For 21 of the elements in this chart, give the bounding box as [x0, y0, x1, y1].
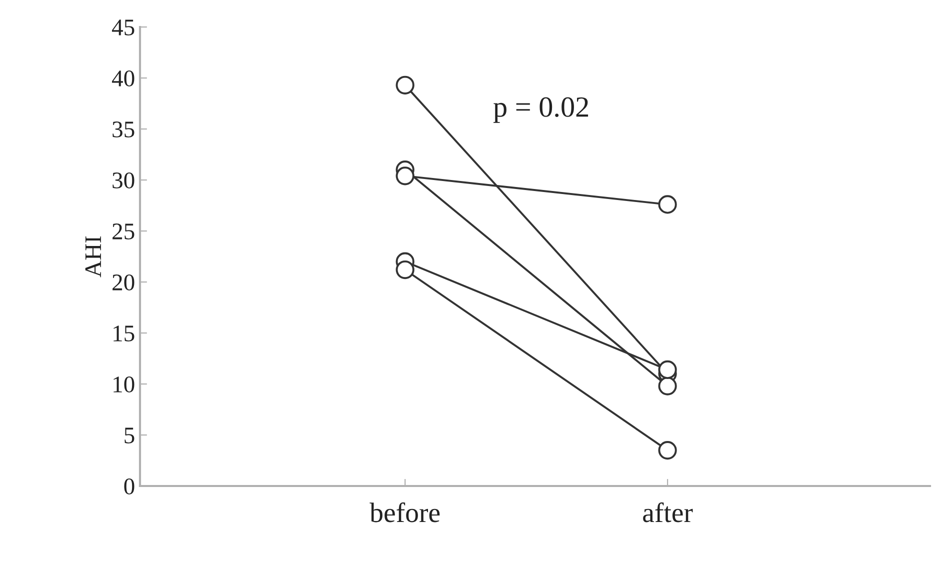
- point: [658, 376, 677, 396]
- y-tick-label: 35: [112, 122, 134, 138]
- point: [658, 360, 677, 380]
- point: [396, 166, 414, 186]
- y-tick-label: 10: [114, 376, 134, 392]
- y-tick-label: 30: [112, 172, 134, 188]
- y-tick-label: 5: [124, 428, 134, 444]
- point: [658, 440, 677, 460]
- y-tick-label: 40: [112, 70, 134, 86]
- point: [396, 76, 414, 94]
- point: [658, 195, 677, 214]
- y-tick-label: 0: [124, 478, 134, 494]
- annotation: p = 0.02: [493, 97, 588, 123]
- x-tick-label: before: [370, 502, 440, 522]
- point: [396, 260, 414, 280]
- y-tick-label: 45: [112, 20, 134, 36]
- y-tick-label: 20: [112, 274, 134, 290]
- y-tick-label: 25: [112, 224, 134, 240]
- x-tick-label: after: [643, 502, 693, 522]
- y-tick-label: 15: [114, 326, 134, 342]
- y-axis-title: AHI: [85, 236, 101, 278]
